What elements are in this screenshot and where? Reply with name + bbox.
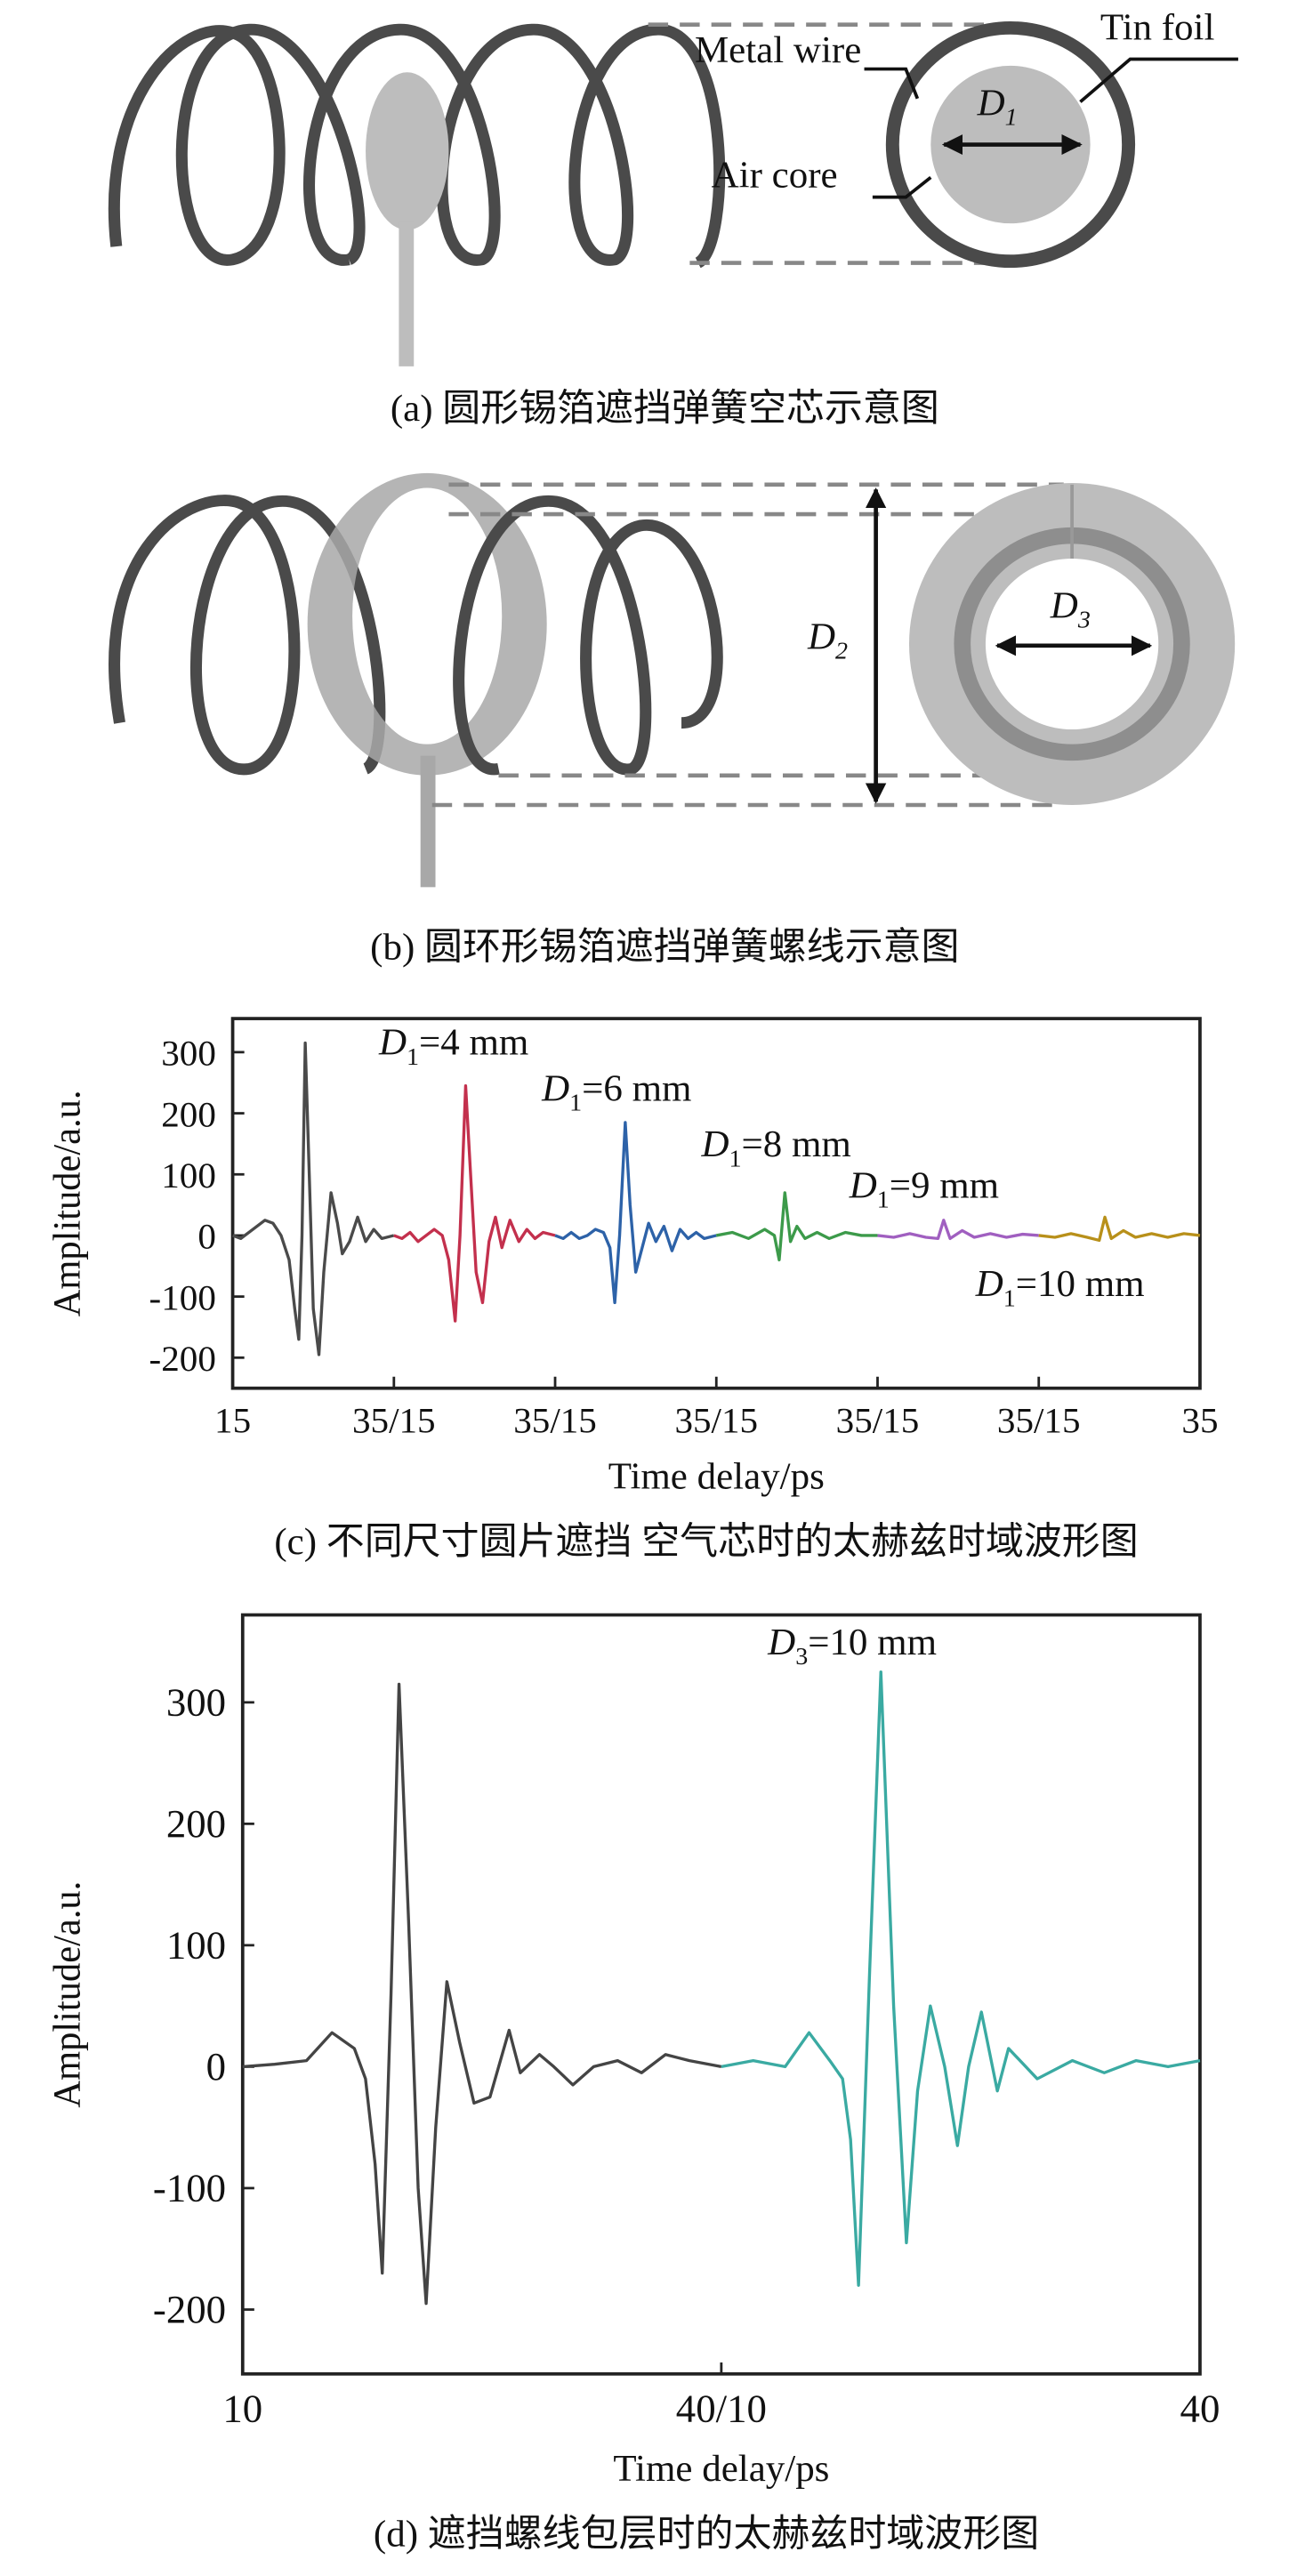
annotation-var: D <box>767 1622 795 1663</box>
y-tick-label: -200 <box>153 2287 226 2331</box>
waveform <box>393 1083 556 1323</box>
dimension-label: D2 <box>807 616 848 665</box>
waveform <box>1038 1215 1201 1243</box>
x-tick-label: 35/15 <box>997 1401 1081 1441</box>
label: Metal wire <box>695 29 861 71</box>
x-tick-label: 35/15 <box>836 1401 920 1441</box>
waveform <box>715 1191 878 1262</box>
x-tick-label: 35/15 <box>513 1401 597 1441</box>
y-axis-title: Amplitude/a.u. <box>46 1881 88 2108</box>
annotation: D1=4 mm <box>378 1022 528 1071</box>
var: D <box>1050 585 1078 627</box>
tin-foil-ring <box>307 472 547 776</box>
y-tick-label: 0 <box>206 2044 226 2089</box>
x-tick-label: 35/15 <box>352 1401 436 1441</box>
annotation-text: =10 mm <box>1016 1263 1145 1305</box>
x-tick-label: 40/10 <box>676 2387 767 2431</box>
y-tick-label: -100 <box>149 1278 216 1318</box>
annotation-sub: 1 <box>569 1090 582 1117</box>
annotation-text: =10 mm <box>808 1622 937 1663</box>
annotation-text: =6 mm <box>582 1068 691 1110</box>
leader <box>864 67 920 100</box>
annotation-text: =8 mm <box>741 1123 850 1165</box>
foil-stem <box>399 221 415 366</box>
y-tick-label: 300 <box>166 1680 226 1725</box>
y-tick-label: -100 <box>153 2166 226 2210</box>
annotation: D1=8 mm <box>700 1123 850 1172</box>
x-tick-label: 10 <box>222 2387 262 2431</box>
spring-coil <box>453 495 723 776</box>
x-axis-title: Time delay/ps <box>613 2448 829 2490</box>
tin-foil-disc <box>366 72 449 230</box>
waveform <box>877 1219 1039 1241</box>
annotation-sub: 3 <box>795 1643 808 1670</box>
annotation: D1=9 mm <box>849 1165 999 1214</box>
caption: (b) 圆环形锡箔遮挡弹簧螺线示意图 <box>370 926 959 969</box>
y-tick-label: 300 <box>161 1034 216 1074</box>
y-tick-label: 100 <box>161 1155 216 1195</box>
label: Air core <box>712 155 838 197</box>
chart: -200 -100 0 100 200 300 15 35/15 35/15 35/15 35/15… <box>46 1017 1218 1563</box>
y-tick-label: 200 <box>161 1095 216 1135</box>
chart: -200 -100 0 100 200 300 10 40/10 40 Time delay/ps… <box>46 1613 1220 2556</box>
caption: (d) 遮挡螺线包层时的太赫兹时域波形图 <box>374 2513 1039 2556</box>
x-tick-label: 35 <box>1181 1401 1218 1441</box>
dimension-label: D1 <box>977 82 1018 131</box>
waveform <box>721 1670 1201 2287</box>
spring-coil <box>302 23 726 269</box>
y-tick-label: 200 <box>166 1801 226 1846</box>
annotation-sub: 1 <box>729 1145 741 1172</box>
annotation: D3=10 mm <box>767 1622 937 1670</box>
var: D <box>807 616 835 658</box>
sub: 2 <box>835 638 848 665</box>
annotation-var: D <box>700 1123 729 1165</box>
waveform <box>231 1041 395 1356</box>
y-tick-label: 100 <box>166 1923 226 1968</box>
plot-frame <box>230 1017 1202 1390</box>
annotation-sub: 1 <box>407 1043 419 1071</box>
y-tick-label: -200 <box>149 1339 216 1379</box>
caption: (c) 不同尺寸圆片遮挡 空气芯时的太赫兹时域波形图 <box>274 1520 1138 1563</box>
annotation-var: D <box>378 1022 407 1064</box>
annotation-text: =9 mm <box>890 1165 999 1207</box>
annotation-var: D <box>541 1068 569 1110</box>
waveform <box>242 1682 722 2306</box>
leader <box>1079 57 1238 103</box>
var: D <box>977 82 1005 124</box>
y-tick-label: 0 <box>197 1217 216 1257</box>
foil-stem <box>420 755 436 888</box>
y-axis-title: Amplitude/a.u. <box>46 1090 88 1316</box>
dimension-label: D3 <box>1050 585 1091 634</box>
x-tick-label: 40 <box>1180 2387 1220 2431</box>
wire-section <box>885 21 1136 269</box>
annotation: D1=6 mm <box>541 1068 691 1117</box>
x-axis-title: Time delay/ps <box>608 1456 825 1498</box>
x-tick-label: 15 <box>214 1401 251 1441</box>
annotation-var: D <box>975 1263 1003 1305</box>
label: Tin foil <box>1100 7 1215 49</box>
diagram-b: D2 D3 (b) 圆环形锡箔遮挡弹簧螺线示意图 <box>109 472 1236 969</box>
annotation-sub: 1 <box>877 1187 890 1214</box>
diagram-a: D1 Metal wire Tin foil Air core (a) 圆形锡箔… <box>108 7 1238 430</box>
annotation-var: D <box>849 1165 877 1207</box>
sub: 3 <box>1077 607 1091 634</box>
plot-frame <box>240 1613 1202 2376</box>
annotation-text: =4 mm <box>419 1022 528 1064</box>
leader <box>872 176 932 199</box>
spring-coil <box>108 23 366 266</box>
annotation: D1=10 mm <box>975 1263 1145 1312</box>
caption: (a) 圆形锡箔遮挡弹簧空芯示意图 <box>391 387 939 430</box>
waveform <box>554 1121 717 1305</box>
sub: 1 <box>1005 104 1018 132</box>
annotation-sub: 1 <box>1003 1284 1016 1312</box>
x-tick-label: 35/15 <box>674 1401 758 1441</box>
